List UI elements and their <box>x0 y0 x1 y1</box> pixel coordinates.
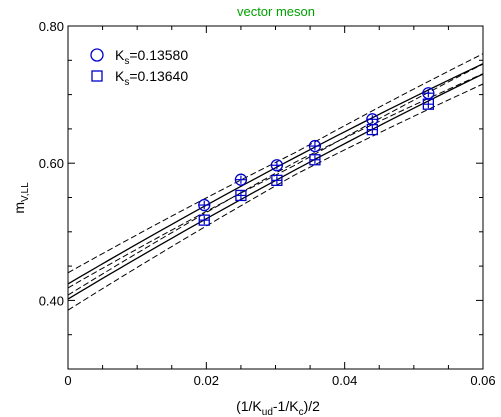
fit-band-upper-0 <box>67 53 484 274</box>
y-axis-title: mV,LL <box>11 182 31 214</box>
legend-marker-circle <box>90 48 104 62</box>
y-tick-label: 0.40 <box>39 293 64 308</box>
data-point-square <box>198 214 210 226</box>
data-point-circle <box>198 198 211 212</box>
fit-line-0 <box>67 63 484 285</box>
x-tick-label: 0.02 <box>194 373 219 388</box>
x-axis-title: (1/Kud-1/Kc)/2 <box>236 398 320 417</box>
fit-line-1 <box>67 73 484 300</box>
data-point-circle <box>308 139 322 153</box>
legend: Ks=0.13580 Ks=0.13640 <box>90 47 188 88</box>
x-tick-label: 0.04 <box>332 373 357 388</box>
fit-band-lower-1 <box>67 83 484 311</box>
legend-entry-1: Ks=0.13580 <box>115 47 188 67</box>
data-point-circle <box>234 173 248 186</box>
data-point-square <box>235 189 247 202</box>
legend-entry-2: Ks=0.13640 <box>115 68 188 88</box>
data-point-square <box>422 98 435 110</box>
data-points <box>198 87 435 226</box>
y-tick-label: 0.80 <box>39 19 64 34</box>
data-point-square <box>271 174 283 187</box>
data-point-square <box>366 123 378 136</box>
x-tick-label: 0.06 <box>470 373 495 388</box>
legend-marker-square <box>91 70 103 82</box>
x-tick-label: 0 <box>64 373 71 388</box>
data-point-circle <box>270 159 284 172</box>
y-tick-label: 0.60 <box>39 156 64 171</box>
axis-ticks: 0 0.02 0.04 0.06 0.40 0.60 0.80 <box>39 19 496 388</box>
fit-lines <box>67 53 484 311</box>
data-point-square <box>309 154 321 166</box>
chart-title: vector meson <box>237 4 315 19</box>
